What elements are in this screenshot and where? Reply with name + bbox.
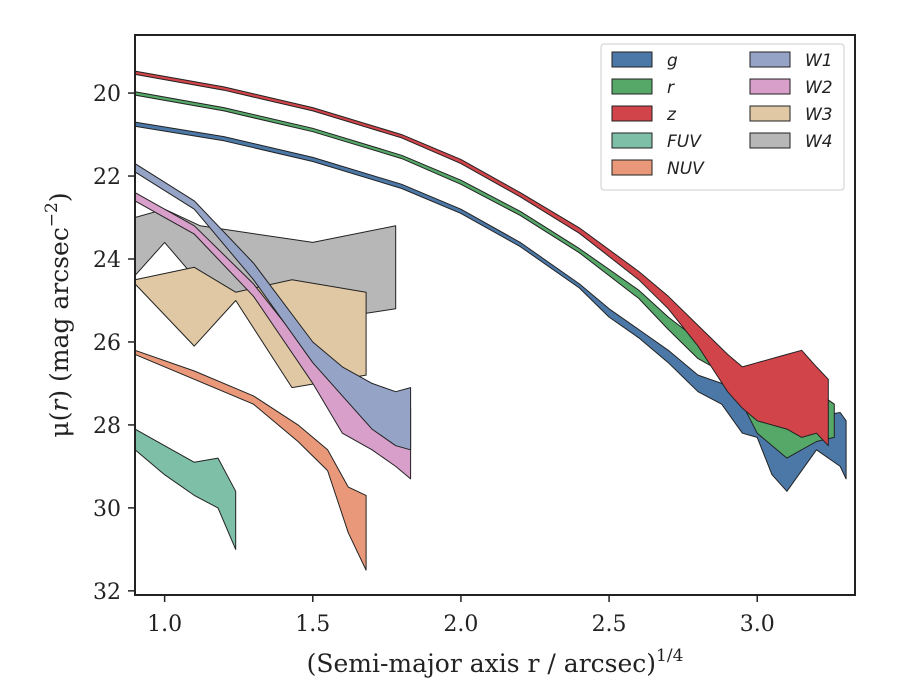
x-tick-label: 1.5 (295, 612, 330, 637)
band-w1 (134, 163, 412, 451)
legend-label-r: r (667, 78, 675, 98)
x-tick-label: 2.0 (443, 612, 478, 637)
legend-swatch-g (611, 51, 653, 68)
x-axis-label: (Semi-major axis r / arcsec)1/4 (307, 646, 684, 678)
x-tick-label: 1.0 (147, 612, 182, 637)
y-tick-label: 20 (93, 82, 121, 107)
legend-label-nuv: NUV (667, 159, 705, 179)
y-tick-label: 32 (93, 580, 121, 605)
band-fuv (134, 428, 237, 550)
band-z (134, 70, 829, 447)
y-tick-label: 24 (93, 248, 121, 273)
legend-swatch-w2 (749, 78, 791, 95)
y-tick-label: 26 (93, 331, 121, 356)
x-tick-label: 3.0 (740, 612, 775, 637)
y-tick-label: 30 (93, 497, 121, 522)
x-tick-label: 2.5 (592, 612, 627, 637)
legend-swatch-w3 (749, 105, 791, 122)
legend-label-w2: W2 (805, 78, 833, 98)
y-tick-label: 22 (93, 165, 121, 190)
legend-label-z: z (666, 105, 677, 125)
legend-label-g: g (667, 51, 678, 71)
y-axis-label: μ(r) (mag arcsec−2) (42, 192, 74, 437)
x-axis: 1.0 1.5 2.0 2.5 3.0 (147, 595, 775, 637)
y-axis: 20 22 24 26 28 30 32 (93, 82, 135, 605)
legend-swatch-z (611, 105, 653, 122)
band-g (134, 121, 847, 492)
legend-label-w3: W3 (805, 105, 833, 125)
legend-swatch-nuv (611, 159, 653, 176)
band-nuv (134, 349, 367, 571)
legend: grz FUV NUV W1 W2 W3 W4 (600, 43, 845, 191)
plot-frame (134, 34, 856, 596)
legend-label-w4: W4 (805, 132, 833, 152)
legend-label-fuv: FUV (667, 132, 702, 152)
svg-text:μ(r) (mag arcsec−2): μ(r) (mag arcsec−2) (42, 192, 74, 437)
legend-swatch-w4 (749, 132, 791, 149)
legend-swatch-r (611, 78, 653, 95)
data-bands (134, 70, 847, 571)
legend-swatch-fuv (611, 132, 653, 149)
legend-label-w1: W1 (805, 51, 833, 71)
legend-swatch-w1 (749, 51, 791, 68)
y-tick-label: 28 (93, 414, 121, 439)
